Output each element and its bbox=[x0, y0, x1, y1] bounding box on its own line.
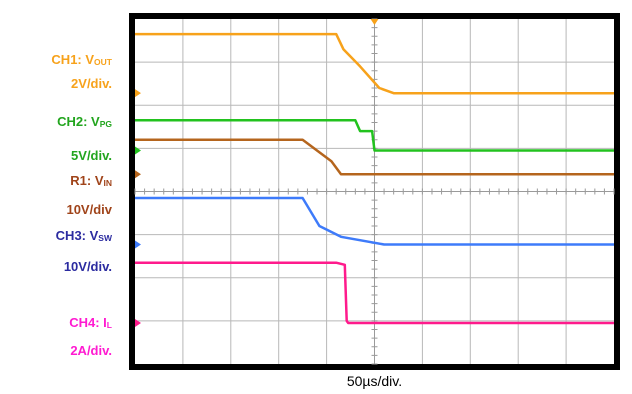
ch4-trace bbox=[135, 261, 614, 325]
ch2-label: CH2: VPG bbox=[57, 114, 112, 129]
ch3-ground-marker bbox=[135, 240, 141, 249]
r1-scale: 10V/div bbox=[66, 202, 112, 217]
ch3-trace bbox=[135, 196, 614, 246]
traces bbox=[135, 32, 614, 325]
ch1-ground-marker bbox=[135, 89, 141, 98]
r1-ground-marker bbox=[135, 170, 141, 179]
ch3-label: CH3: VSW bbox=[55, 228, 112, 243]
scope-screen bbox=[129, 13, 620, 370]
ch1-trace bbox=[135, 32, 614, 95]
markers bbox=[135, 19, 379, 328]
ch2-trace bbox=[135, 119, 614, 152]
ch2-scale: 5V/div. bbox=[71, 148, 112, 163]
ch4-scale: 2A/div. bbox=[70, 343, 112, 358]
trigger-marker bbox=[370, 19, 379, 25]
r1-trace bbox=[135, 138, 614, 176]
ch1-label: CH1: VOUT bbox=[51, 52, 112, 67]
ch4-ground-marker bbox=[135, 319, 141, 328]
x-axis-label: 50µs/div. bbox=[346, 373, 403, 389]
ch4-label: CH4: IL bbox=[69, 315, 112, 330]
r1-label: R1: VIN bbox=[70, 173, 112, 188]
ch2-ground-marker bbox=[135, 146, 141, 155]
grid bbox=[134, 18, 615, 365]
scope-plot bbox=[134, 18, 615, 365]
ch3-scale: 10V/div. bbox=[63, 259, 112, 274]
ch1-scale: 2V/div. bbox=[71, 76, 112, 91]
